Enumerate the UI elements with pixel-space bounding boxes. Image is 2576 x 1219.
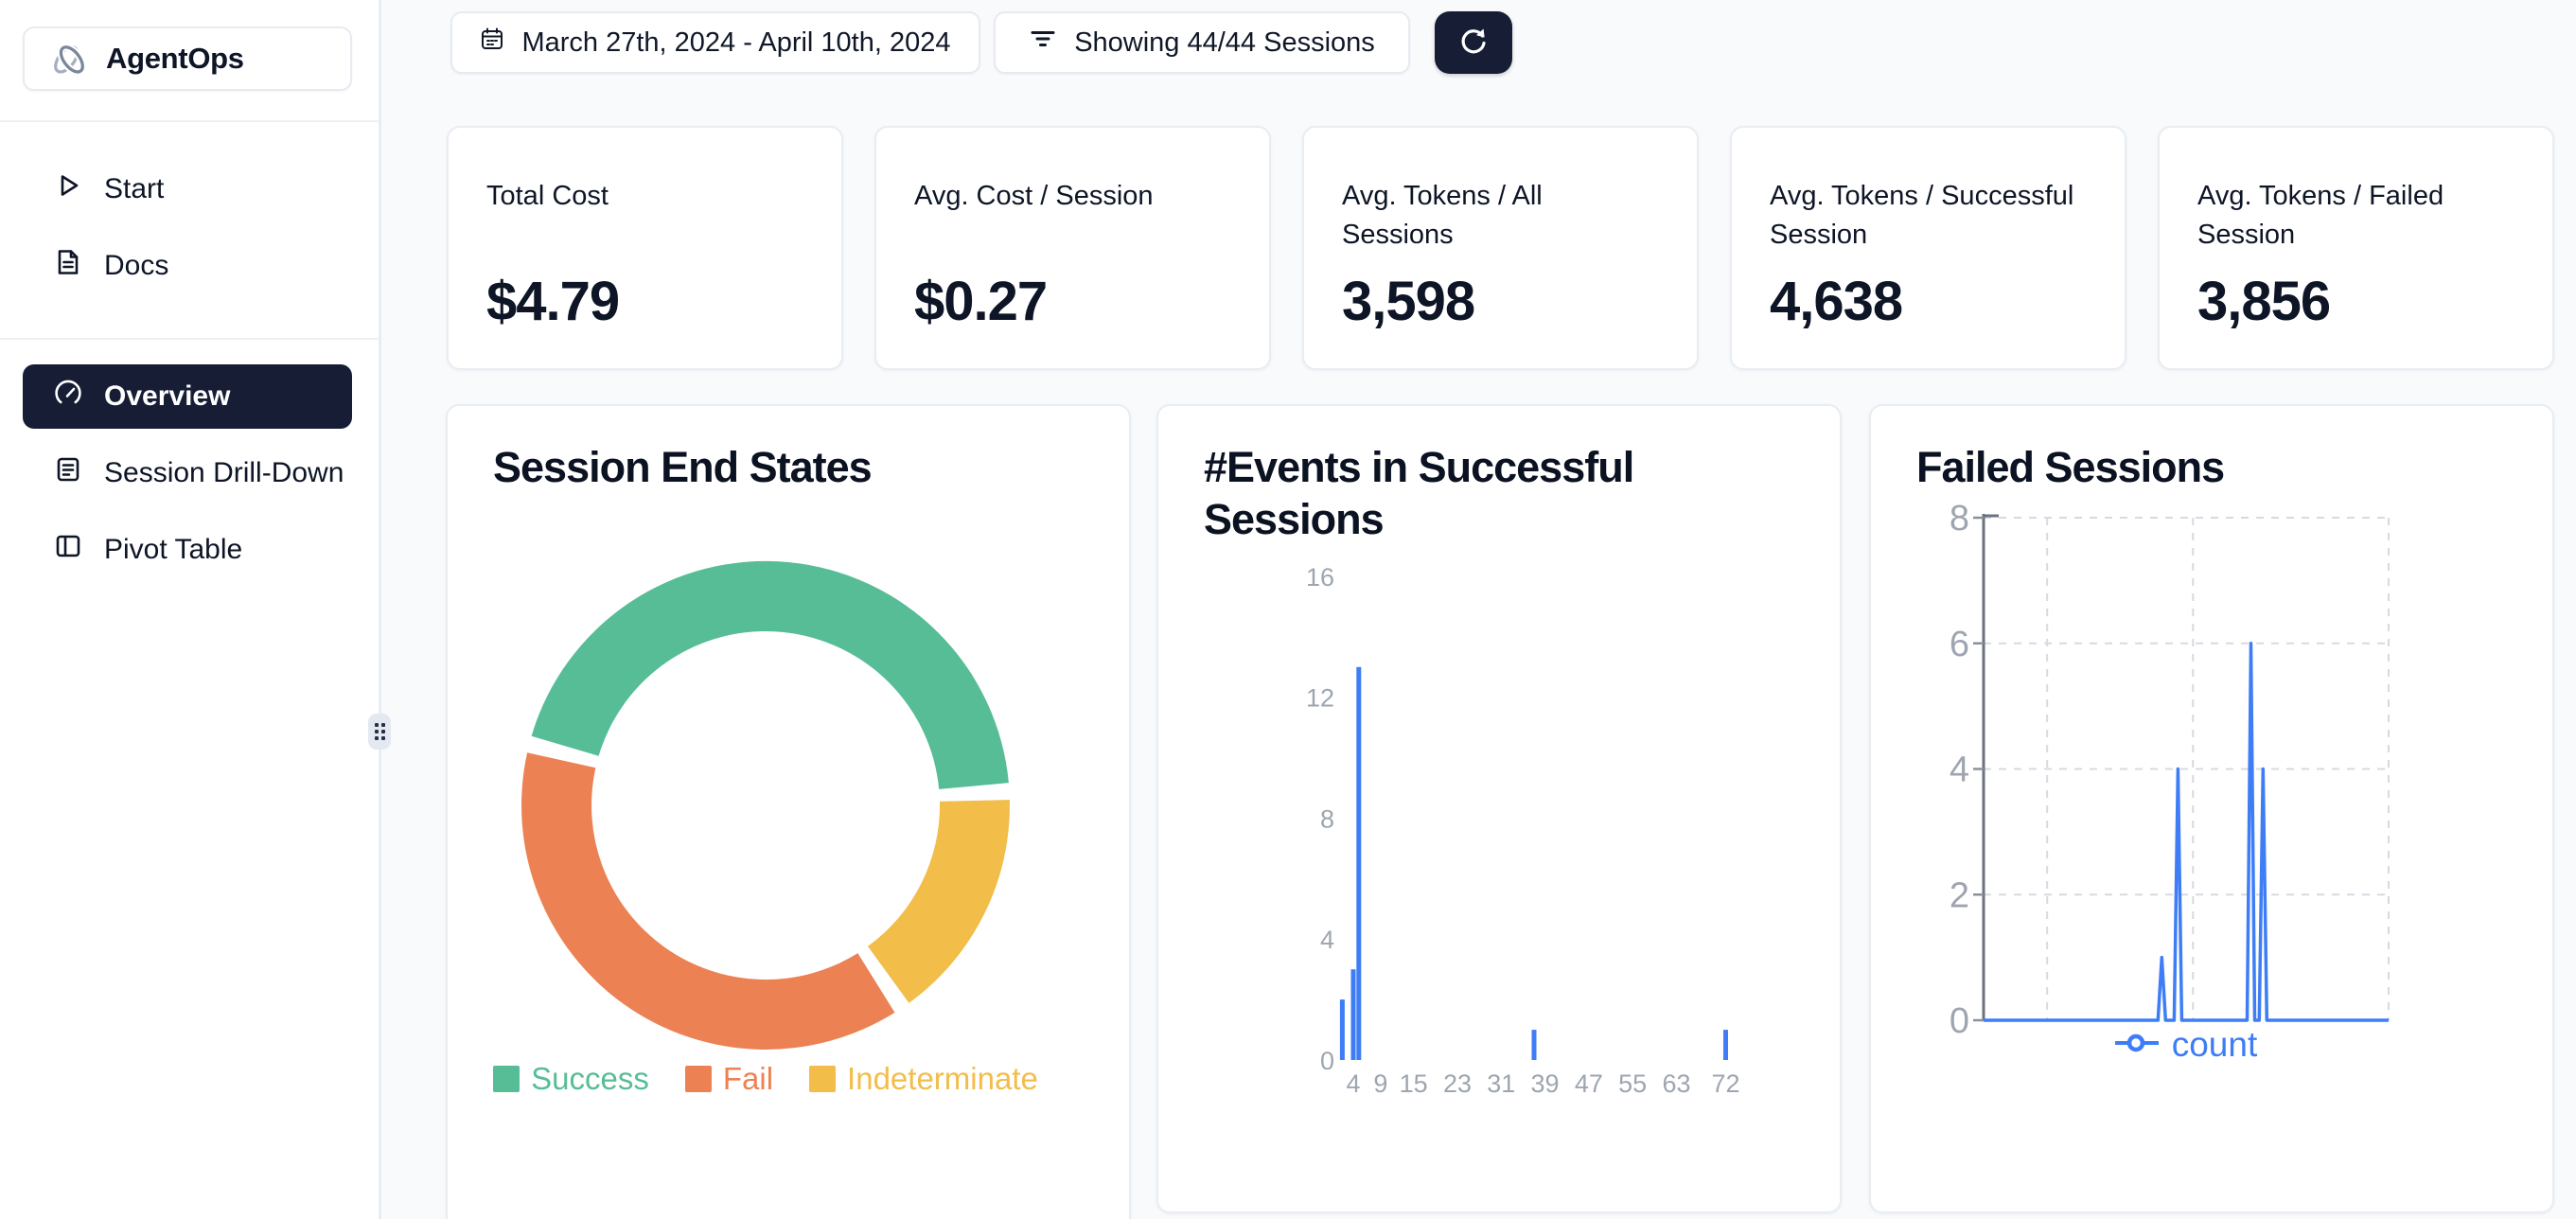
legend-label: Indeterminate <box>847 1061 1038 1096</box>
session-end-states-card: Session End States Success Fail Indeterm… <box>446 404 1131 1219</box>
histogram-bar <box>1356 666 1362 1060</box>
legend-item-indeterminate[interactable]: Indeterminate <box>809 1061 1038 1097</box>
sidebar-item-label: Pivot Table <box>104 534 243 565</box>
histogram-bar <box>1339 999 1345 1060</box>
stat-label: Avg. Tokens / Successful Session <box>1770 181 2074 250</box>
line-legend[interactable]: count <box>1984 1025 2389 1065</box>
histogram-bar <box>1350 969 1356 1060</box>
sidebar-item-pivot-table[interactable]: Pivot Table <box>23 519 352 581</box>
svg-text:2: 2 <box>1950 875 1969 915</box>
sidebar-item-label: Session Drill-Down <box>104 457 344 488</box>
stat-card-avg-tokens-all: Avg. Tokens / All Sessions 3,598 <box>1302 126 1699 370</box>
donut-legend: Success Fail Indeterminate <box>448 1061 1084 1097</box>
list-box-icon <box>53 454 83 492</box>
svg-text:47: 47 <box>1575 1069 1603 1098</box>
svg-text:16: 16 <box>1306 563 1334 592</box>
document-icon <box>53 247 83 285</box>
svg-text:4: 4 <box>1950 751 1969 790</box>
stat-card-avg-cost-session: Avg. Cost / Session $0.27 <box>874 126 1271 370</box>
svg-text:12: 12 <box>1306 684 1334 713</box>
stat-card-avg-tokens-successful: Avg. Tokens / Successful Session 4,638 <box>1730 126 2126 370</box>
refresh-button[interactable] <box>1435 11 1512 74</box>
svg-text:15: 15 <box>1400 1069 1428 1098</box>
agentops-logo-icon <box>47 35 91 83</box>
sidebar-item-label: Docs <box>104 250 169 281</box>
sidebar-drag-handle[interactable] <box>368 714 391 750</box>
stat-value: $0.27 <box>914 271 1048 332</box>
chart-title: Session End States <box>493 443 873 491</box>
line-series-marker-icon <box>2114 1031 2159 1060</box>
sessions-filter-button[interactable]: Showing 44/44 Sessions <box>994 11 1410 74</box>
sidebar-item-docs[interactable]: Docs <box>23 235 352 297</box>
date-range-button[interactable]: March 27th, 2024 - April 10th, 2024 <box>450 11 980 74</box>
sidebar-item-label: Start <box>104 173 165 204</box>
sidebar-item-session-drill-down[interactable]: Session Drill-Down <box>23 442 352 504</box>
stat-value: 3,856 <box>2197 271 2331 332</box>
grip-dots-icon <box>374 723 385 740</box>
play-icon <box>53 170 83 208</box>
chart-title: #Events in Successful Sessions <box>1204 443 1634 543</box>
sidebar-divider <box>0 120 379 122</box>
stat-card-total-cost: Total Cost $4.79 <box>447 126 843 370</box>
gauge-icon <box>53 378 83 415</box>
legend-item-success[interactable]: Success <box>493 1061 649 1097</box>
legend-label: Success <box>531 1061 649 1096</box>
legend-swatch <box>493 1066 520 1092</box>
donut-slice-fail <box>521 752 895 1050</box>
chart-title: Failed Sessions <box>1916 443 2225 491</box>
svg-text:39: 39 <box>1531 1069 1560 1098</box>
svg-text:72: 72 <box>1712 1069 1740 1098</box>
svg-text:31: 31 <box>1487 1069 1515 1098</box>
stat-label: Avg. Tokens / All Sessions <box>1342 181 1543 250</box>
sidebar-item-start[interactable]: Start <box>23 158 352 221</box>
date-range-label: March 27th, 2024 - April 10th, 2024 <box>521 26 951 58</box>
svg-text:8: 8 <box>1950 499 1969 539</box>
svg-text:0: 0 <box>1950 1001 1969 1041</box>
sidebar-resize-divider[interactable] <box>379 0 381 1219</box>
svg-text:63: 63 <box>1662 1069 1690 1098</box>
svg-text:4: 4 <box>1346 1069 1360 1098</box>
sidebar-item-label: Overview <box>104 380 231 412</box>
legend-item-fail[interactable]: Fail <box>684 1061 774 1097</box>
svg-text:23: 23 <box>1443 1069 1472 1098</box>
svg-text:4: 4 <box>1320 926 1334 954</box>
filter-icon <box>1029 25 1057 61</box>
stat-card-avg-tokens-failed: Avg. Tokens / Failed Session 3,856 <box>2158 126 2554 370</box>
failed-sessions-card: Failed Sessions 0 2 4 6 8 count <box>1869 404 2554 1213</box>
legend-swatch <box>809 1066 837 1092</box>
svg-text:6: 6 <box>1950 625 1969 664</box>
sidebar: AgentOps Start Docs <box>0 0 379 1219</box>
session-end-states-donut-chart[interactable] <box>448 406 1131 1219</box>
stat-value: $4.79 <box>486 271 620 332</box>
histogram-bar <box>1723 1030 1728 1060</box>
sessions-filter-label: Showing 44/44 Sessions <box>1074 26 1375 58</box>
legend-swatch <box>684 1066 712 1092</box>
failed-sessions-line-chart[interactable]: 0 2 4 6 8 <box>1871 406 2554 1213</box>
calendar-icon <box>480 26 504 59</box>
donut-slice-success <box>531 560 1009 789</box>
histogram-bar <box>1531 1030 1537 1060</box>
legend-label: Fail <box>722 1061 774 1096</box>
refresh-icon <box>1456 25 1491 62</box>
table-layout-icon <box>53 531 83 569</box>
events-histogram-card: #Events in Successful Sessions 0 4 8 12 16 4 9… <box>1156 404 1842 1213</box>
stat-value: 4,638 <box>1770 271 1903 332</box>
stat-value: 3,598 <box>1342 271 1475 332</box>
stat-label: Avg. Cost / Session <box>914 181 1154 211</box>
stat-label: Total Cost <box>486 181 609 211</box>
svg-text:8: 8 <box>1320 804 1334 833</box>
legend-label: count <box>2171 1025 2258 1064</box>
donut-slice-indeterminate <box>868 800 1010 1003</box>
stat-label: Avg. Tokens / Failed Session <box>2197 181 2444 250</box>
brand-name: AgentOps <box>106 42 244 75</box>
sidebar-item-overview[interactable]: Overview <box>23 364 352 429</box>
svg-text:9: 9 <box>1373 1069 1387 1098</box>
brand-card[interactable]: AgentOps <box>23 26 352 91</box>
count-line-series <box>1984 642 2389 1022</box>
svg-text:55: 55 <box>1618 1069 1647 1098</box>
svg-text:0: 0 <box>1320 1047 1334 1075</box>
sidebar-divider <box>0 338 379 340</box>
